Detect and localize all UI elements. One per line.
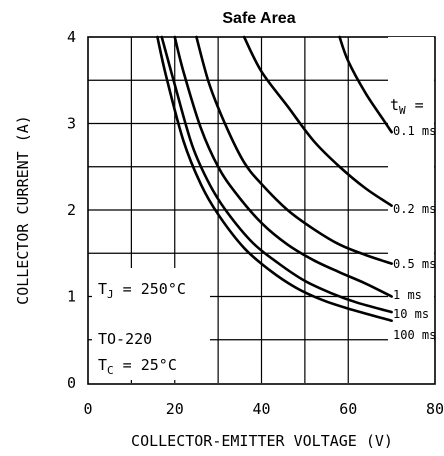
series-label: 1 ms: [393, 288, 422, 302]
curves: [156, 35, 393, 323]
x-tick-label: 40: [252, 400, 270, 418]
label-column-mask: [388, 37, 434, 383]
series-label: 10 ms: [393, 307, 429, 321]
annotation-tj: TJ = 250°C: [98, 280, 186, 301]
annotation-tc: TC = 25°C: [98, 356, 177, 377]
series-line-100-ms: [156, 35, 393, 323]
tick-labels: 0 20 40 60 80 0 1 2 3 4: [67, 28, 444, 418]
series-label: 0.5 ms: [393, 257, 436, 271]
y-tick-label: 4: [67, 28, 76, 46]
series-line-1-ms: [173, 35, 393, 298]
x-tick-label: 0: [83, 400, 92, 418]
tw-header: tW =: [390, 96, 424, 117]
x-tick-label: 80: [426, 400, 444, 418]
x-tick-label: 60: [339, 400, 357, 418]
series-line-0.2-ms: [242, 35, 393, 207]
series-labels: 0.1 ms 0.2 ms 0.5 ms 1 ms 10 ms 100 ms: [393, 124, 436, 342]
y-tick-label: 1: [67, 288, 76, 306]
annotation-box: [92, 268, 210, 380]
plot-frame: [87, 36, 436, 385]
x-tick-label: 20: [166, 400, 184, 418]
chart-title: Safe Area: [222, 10, 295, 27]
y-tick-label: 3: [67, 115, 76, 133]
series-label: 100 ms: [393, 328, 436, 342]
series-line-10-ms: [160, 35, 393, 314]
series-line-0.1-ms: [338, 35, 393, 134]
x-axis-label: COLLECTOR-EMITTER VOLTAGE (V): [131, 432, 393, 450]
y-tick-label: 0: [67, 374, 76, 392]
series-line-0.5-ms: [195, 35, 393, 265]
annotation-package: TO-220: [98, 330, 152, 348]
series-label: 0.1 ms: [393, 124, 436, 138]
grid: [88, 37, 435, 383]
series-label: 0.2 ms: [393, 202, 436, 216]
y-axis-label: COLLECTOR CURRENT (A): [14, 115, 32, 305]
y-tick-label: 2: [67, 201, 76, 219]
